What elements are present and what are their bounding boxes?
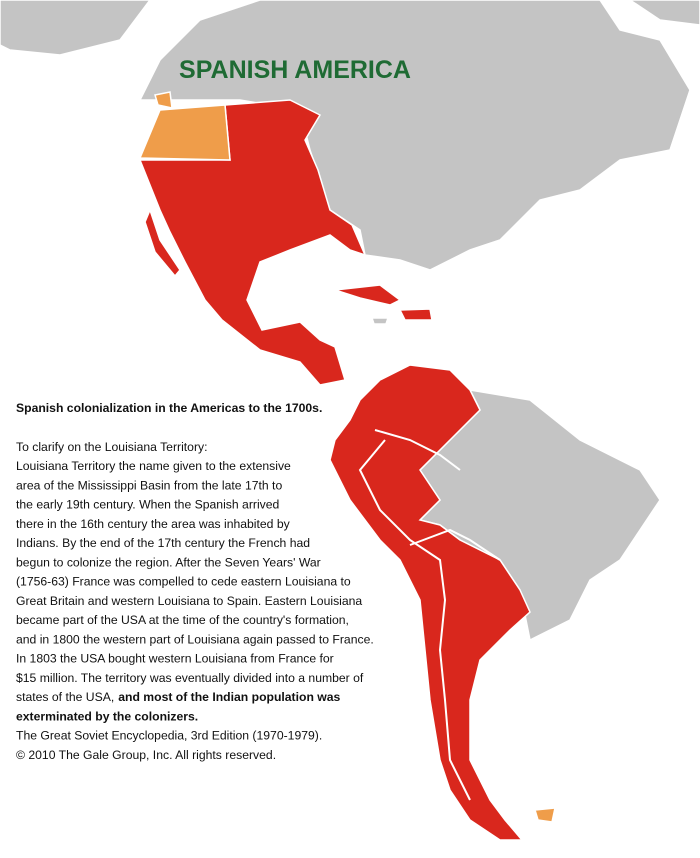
spanish-south-america (329, 364, 531, 841)
oregon (138, 104, 231, 161)
caption-line: Indians. By the end of the 17th century … (16, 536, 310, 550)
caption-emphasis: exterminated by the colonizers. (16, 709, 198, 723)
caption-line: (1756-63) France was compelled to cede e… (16, 575, 351, 589)
hispaniola (398, 308, 433, 321)
border (374, 429, 461, 471)
border (409, 528, 501, 561)
caption-line: area of the Mississippi Basin from the l… (16, 478, 282, 492)
caption-line: Great Britain and western Louisiana to S… (16, 594, 362, 608)
jamaica (370, 317, 390, 325)
caption-line: and in 1800 the western part of Louisian… (16, 632, 374, 646)
caption-line: begun to colonize the region. After the … (16, 555, 321, 569)
caption-line: there in the 16th century the area was i… (16, 517, 291, 531)
caption-line: the early 19th century. When the Spanish… (16, 498, 279, 512)
baja-california (144, 207, 181, 278)
map-title: SPANISH AMERICA (179, 56, 411, 84)
caption-text: states of the USA, (16, 690, 114, 704)
caption-heading: Spanish colonialization in the Americas … (16, 401, 322, 415)
caption-emphasis: and most of the Indian population was (118, 690, 340, 704)
border (358, 439, 471, 801)
cuba (334, 284, 402, 306)
greenland (628, 0, 700, 26)
caption-line: $15 million. The territory was eventuall… (16, 671, 364, 685)
new-spain (138, 99, 367, 386)
caption-line: states of the USA, and most of the Indian… (16, 690, 341, 704)
alaska (0, 0, 151, 56)
caption-line: Louisiana Territory the name given to th… (16, 459, 291, 473)
caption-source: The Great Soviet Encyclopedia, 3rd Editi… (16, 729, 322, 743)
caption-line: In 1803 the USA bought western Louisiana… (16, 652, 334, 666)
caption-source: © 2010 The Gale Group, Inc. All rights r… (16, 748, 276, 762)
vancouver-island (154, 91, 173, 109)
caption-line: became part of the USA at the time of th… (16, 613, 349, 627)
caption-body: Louisiana Territory the name given to th… (16, 459, 374, 762)
caption-intro: To clarify on the Louisiana Territory: (16, 440, 207, 454)
caption: Spanish colonialization in the Americas … (16, 401, 374, 762)
falklands (534, 807, 556, 823)
